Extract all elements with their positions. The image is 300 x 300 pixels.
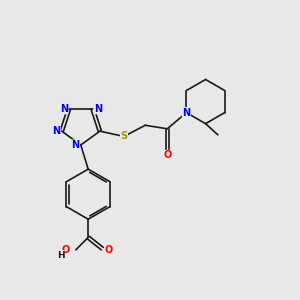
Text: N: N bbox=[71, 140, 80, 150]
Text: N: N bbox=[52, 126, 61, 136]
Text: O: O bbox=[105, 245, 113, 255]
Text: H: H bbox=[57, 250, 64, 260]
Text: N: N bbox=[60, 104, 68, 114]
Text: S: S bbox=[120, 131, 128, 142]
Text: N: N bbox=[182, 108, 190, 118]
Text: N: N bbox=[94, 104, 102, 114]
Text: O: O bbox=[163, 150, 171, 160]
Text: O: O bbox=[61, 245, 69, 255]
